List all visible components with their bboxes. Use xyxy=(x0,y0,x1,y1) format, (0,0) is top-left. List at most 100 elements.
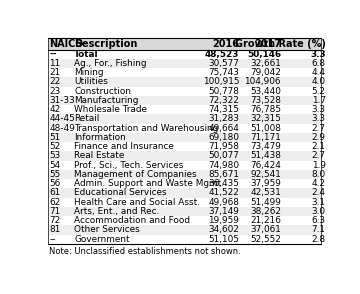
Text: 61: 61 xyxy=(49,188,60,198)
Text: 3.3: 3.3 xyxy=(312,105,326,114)
Text: Government: Government xyxy=(74,235,130,244)
Text: Prof., Sci., Tech. Services: Prof., Sci., Tech. Services xyxy=(74,161,184,170)
Text: 4.2: 4.2 xyxy=(312,179,326,188)
Text: Manufacturing: Manufacturing xyxy=(74,96,139,105)
Text: 74,980: 74,980 xyxy=(208,161,239,170)
Text: 37,061: 37,061 xyxy=(250,225,281,235)
Bar xyxy=(48,114,321,123)
Text: 50,077: 50,077 xyxy=(208,151,239,161)
Bar xyxy=(48,133,321,142)
Bar xyxy=(48,77,321,86)
Text: 44-45: 44-45 xyxy=(49,114,75,123)
Text: 2.7: 2.7 xyxy=(312,151,326,161)
Text: 32,315: 32,315 xyxy=(250,114,281,123)
Text: 52: 52 xyxy=(49,142,60,151)
Text: 48,523: 48,523 xyxy=(205,50,239,59)
Text: 1.9: 1.9 xyxy=(312,161,326,170)
Text: 71: 71 xyxy=(49,207,60,216)
Text: 48-49: 48-49 xyxy=(49,124,75,133)
Text: 53: 53 xyxy=(49,151,60,161)
Text: Health Care and Social Asst.: Health Care and Social Asst. xyxy=(74,198,200,207)
Text: 4.4: 4.4 xyxy=(312,68,326,77)
Text: 81: 81 xyxy=(49,225,60,235)
Text: --: -- xyxy=(49,235,56,244)
Text: 51,008: 51,008 xyxy=(250,124,281,133)
Text: 69,180: 69,180 xyxy=(208,133,239,142)
Text: 30,577: 30,577 xyxy=(208,59,239,68)
Text: 104,906: 104,906 xyxy=(244,77,281,86)
Text: 6.8: 6.8 xyxy=(311,59,326,68)
Text: Management of Companies: Management of Companies xyxy=(74,170,197,179)
Text: 56: 56 xyxy=(49,179,60,188)
Text: Utilities: Utilities xyxy=(74,77,108,86)
Text: 2.8: 2.8 xyxy=(311,235,326,244)
Text: 1.7: 1.7 xyxy=(312,96,326,105)
Text: --: -- xyxy=(49,50,57,59)
Text: 7.1: 7.1 xyxy=(312,225,326,235)
Bar xyxy=(48,235,321,244)
Text: 50,146: 50,146 xyxy=(247,50,281,59)
Text: Growth Rate (%): Growth Rate (%) xyxy=(235,39,326,49)
Bar xyxy=(48,68,321,77)
Text: 51,499: 51,499 xyxy=(250,198,281,207)
Text: 51,105: 51,105 xyxy=(208,235,239,244)
Bar xyxy=(48,59,321,68)
Text: 52,552: 52,552 xyxy=(250,235,281,244)
Text: 4.0: 4.0 xyxy=(312,77,326,86)
Text: 21,216: 21,216 xyxy=(250,216,281,225)
Text: 3.3: 3.3 xyxy=(310,50,326,59)
Bar xyxy=(48,225,321,235)
Text: 38,262: 38,262 xyxy=(250,207,281,216)
Text: 36,435: 36,435 xyxy=(208,179,239,188)
Text: 51,438: 51,438 xyxy=(250,151,281,161)
Text: 76,785: 76,785 xyxy=(250,105,281,114)
Text: 31-33: 31-33 xyxy=(49,96,75,105)
Text: 72,322: 72,322 xyxy=(208,96,239,105)
Text: 22: 22 xyxy=(49,77,60,86)
Text: Construction: Construction xyxy=(74,87,131,96)
Text: 31,283: 31,283 xyxy=(208,114,239,123)
Text: 21: 21 xyxy=(49,68,60,77)
Text: 53,440: 53,440 xyxy=(250,87,281,96)
Bar xyxy=(48,188,321,198)
Text: 73,528: 73,528 xyxy=(250,96,281,105)
Text: Ag., For., Fishing: Ag., For., Fishing xyxy=(74,59,147,68)
Bar xyxy=(48,86,321,96)
Text: NAICS: NAICS xyxy=(49,39,83,49)
Bar xyxy=(48,207,321,216)
Text: 62: 62 xyxy=(49,198,60,207)
Bar xyxy=(48,151,321,161)
Text: Real Estate: Real Estate xyxy=(74,151,125,161)
Text: Description: Description xyxy=(74,39,138,49)
Bar xyxy=(48,170,321,179)
Text: 74,315: 74,315 xyxy=(208,105,239,114)
Text: Total: Total xyxy=(74,50,99,59)
Text: Mining: Mining xyxy=(74,68,104,77)
Text: 51: 51 xyxy=(49,133,60,142)
Bar xyxy=(48,123,321,133)
Bar xyxy=(48,142,321,151)
Text: 42,531: 42,531 xyxy=(250,188,281,198)
Text: 41,522: 41,522 xyxy=(208,188,239,198)
Text: 34,602: 34,602 xyxy=(208,225,239,235)
Text: Other Services: Other Services xyxy=(74,225,140,235)
Text: 79,042: 79,042 xyxy=(250,68,281,77)
Text: 55: 55 xyxy=(49,170,60,179)
Text: 6.3: 6.3 xyxy=(312,216,326,225)
Text: 19,959: 19,959 xyxy=(208,216,239,225)
Text: 2.9: 2.9 xyxy=(312,133,326,142)
Text: 42: 42 xyxy=(49,105,60,114)
Text: 11: 11 xyxy=(49,59,60,68)
Bar xyxy=(48,161,321,170)
Text: 73,479: 73,479 xyxy=(250,142,281,151)
Text: 37,959: 37,959 xyxy=(250,179,281,188)
Text: 49,968: 49,968 xyxy=(208,198,239,207)
Text: Accommodation and Food: Accommodation and Food xyxy=(74,216,190,225)
Text: 5.2: 5.2 xyxy=(312,87,326,96)
Text: 32,661: 32,661 xyxy=(250,59,281,68)
Text: Arts, Ent., and Rec.: Arts, Ent., and Rec. xyxy=(74,207,159,216)
Text: 71,958: 71,958 xyxy=(208,142,239,151)
Text: 37,149: 37,149 xyxy=(208,207,239,216)
Text: Educational Services: Educational Services xyxy=(74,188,167,198)
Text: 100,915: 100,915 xyxy=(203,77,239,86)
